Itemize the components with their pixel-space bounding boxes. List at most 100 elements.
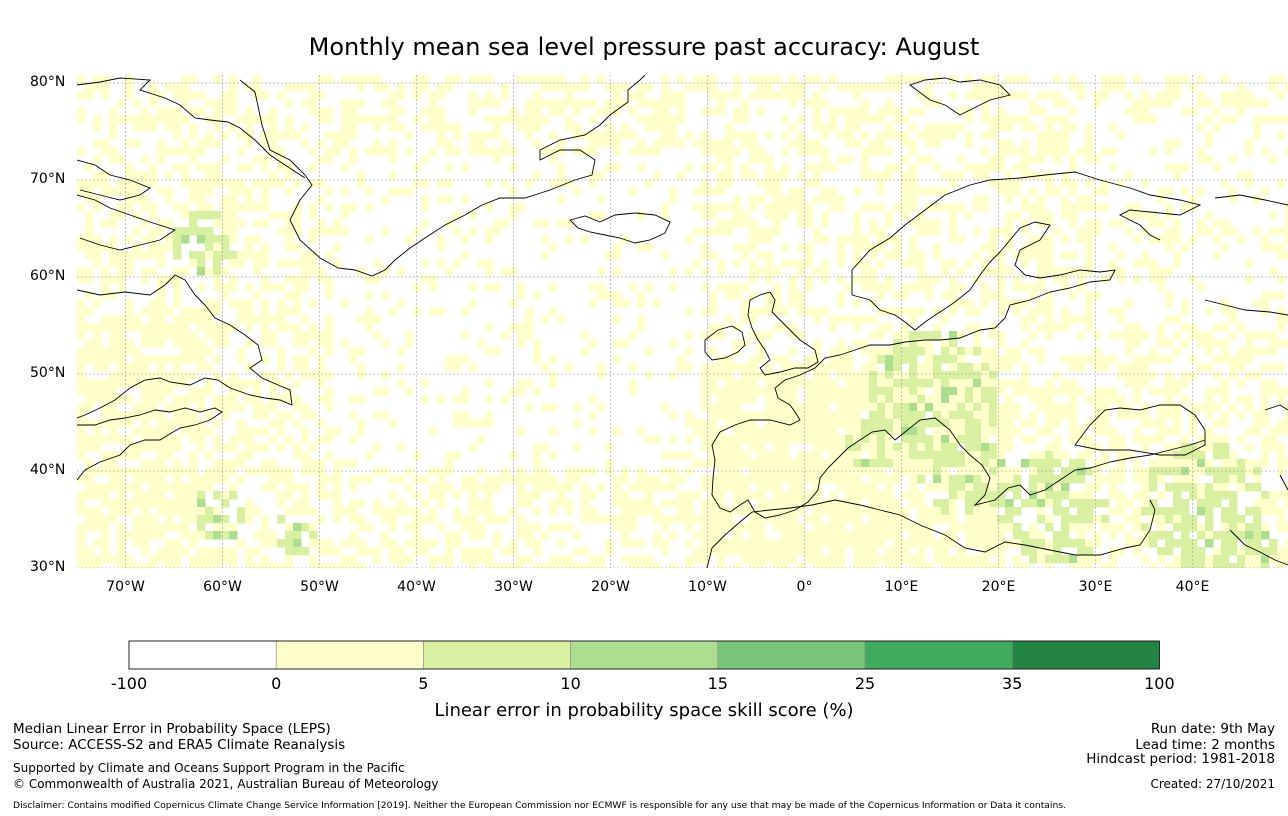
skill-cell bbox=[1221, 307, 1230, 316]
skill-cell bbox=[1037, 283, 1046, 292]
skill-cell bbox=[205, 139, 214, 148]
skill-cell bbox=[845, 139, 854, 148]
skill-cell bbox=[741, 339, 750, 348]
skill-cell bbox=[1141, 331, 1150, 340]
skill-cell bbox=[501, 331, 510, 340]
skill-cell bbox=[853, 475, 862, 484]
skill-cell bbox=[853, 539, 862, 548]
skill-cell bbox=[189, 563, 198, 568]
skill-cell bbox=[101, 539, 110, 548]
skill-cell bbox=[93, 123, 102, 132]
skill-cell bbox=[1181, 507, 1190, 516]
skill-cell bbox=[949, 435, 958, 444]
skill-cell bbox=[925, 563, 934, 568]
skill-cell bbox=[1117, 523, 1126, 532]
skill-cell bbox=[917, 363, 926, 372]
skill-cell bbox=[765, 475, 774, 484]
skill-cell bbox=[1181, 555, 1190, 564]
skill-cell bbox=[357, 179, 366, 188]
skill-cell bbox=[325, 547, 334, 556]
skill-cell bbox=[781, 555, 790, 564]
skill-cell bbox=[1277, 459, 1286, 468]
skill-cell bbox=[765, 331, 774, 340]
skill-cell bbox=[885, 283, 894, 292]
skill-cell bbox=[141, 403, 150, 412]
skill-cell bbox=[997, 139, 1006, 148]
skill-cell bbox=[885, 75, 894, 84]
skill-cell bbox=[205, 115, 214, 124]
skill-cell bbox=[925, 155, 934, 164]
skill-cell bbox=[133, 515, 142, 524]
skill-cell bbox=[317, 563, 326, 568]
skill-cell bbox=[757, 411, 766, 420]
skill-cell bbox=[909, 371, 918, 380]
skill-cell bbox=[437, 523, 446, 532]
skill-cell bbox=[1157, 387, 1166, 396]
skill-cell bbox=[597, 283, 606, 292]
skill-cell bbox=[853, 547, 862, 556]
skill-cell bbox=[565, 563, 574, 568]
skill-cell bbox=[941, 339, 950, 348]
skill-cell bbox=[709, 539, 718, 548]
skill-cell bbox=[909, 259, 918, 268]
skill-cell bbox=[1285, 555, 1288, 564]
skill-cell bbox=[685, 419, 694, 428]
skill-cell bbox=[613, 523, 622, 532]
skill-cell bbox=[477, 555, 486, 564]
skill-cell bbox=[781, 427, 790, 436]
skill-cell bbox=[149, 355, 158, 364]
skill-cell bbox=[765, 411, 774, 420]
skill-cell bbox=[957, 563, 966, 568]
skill-cell bbox=[413, 531, 422, 540]
skill-cell bbox=[365, 291, 374, 300]
skill-cell bbox=[101, 451, 110, 460]
skill-cell bbox=[1189, 563, 1198, 568]
skill-cell bbox=[253, 379, 262, 388]
skill-cell bbox=[725, 523, 734, 532]
skill-cell bbox=[1077, 147, 1086, 156]
skill-cell bbox=[93, 427, 102, 436]
skill-cell bbox=[813, 75, 822, 84]
skill-cell bbox=[741, 219, 750, 228]
skill-cell bbox=[117, 419, 126, 428]
skill-cell bbox=[1029, 291, 1038, 300]
skill-cell bbox=[1013, 427, 1022, 436]
skill-cell bbox=[325, 107, 334, 116]
skill-cell bbox=[669, 99, 678, 108]
skill-cell bbox=[701, 75, 710, 84]
skill-cell bbox=[357, 371, 366, 380]
skill-cell bbox=[757, 235, 766, 244]
colorbar-tick-label: 5 bbox=[418, 674, 429, 693]
skill-cell bbox=[501, 139, 510, 148]
skill-cell bbox=[1141, 251, 1150, 260]
skill-cell bbox=[149, 115, 158, 124]
skill-cell bbox=[877, 523, 886, 532]
skill-cell bbox=[205, 227, 214, 236]
skill-cell bbox=[101, 395, 110, 404]
skill-cell bbox=[549, 131, 558, 140]
skill-cell bbox=[1157, 523, 1166, 532]
skill-cell bbox=[901, 547, 910, 556]
skill-cell bbox=[805, 411, 814, 420]
skill-cell bbox=[157, 419, 166, 428]
skill-cell bbox=[269, 563, 278, 568]
skill-cell bbox=[949, 555, 958, 564]
skill-cell bbox=[1181, 243, 1190, 252]
skill-cell bbox=[1109, 163, 1118, 172]
skill-cell bbox=[181, 139, 190, 148]
skill-cell bbox=[1133, 515, 1142, 524]
skill-cell bbox=[77, 347, 86, 356]
skill-cell bbox=[909, 283, 918, 292]
skill-cell bbox=[325, 75, 334, 84]
skill-cell bbox=[1117, 411, 1126, 420]
skill-cell bbox=[917, 403, 926, 412]
skill-cell bbox=[109, 411, 118, 420]
skill-cell bbox=[141, 515, 150, 524]
skill-cell bbox=[309, 99, 318, 108]
skill-cell bbox=[141, 387, 150, 396]
skill-cell bbox=[1085, 555, 1094, 564]
skill-cell bbox=[109, 155, 118, 164]
skill-cell bbox=[669, 411, 678, 420]
skill-cell bbox=[1277, 419, 1286, 428]
skill-cell bbox=[349, 539, 358, 548]
